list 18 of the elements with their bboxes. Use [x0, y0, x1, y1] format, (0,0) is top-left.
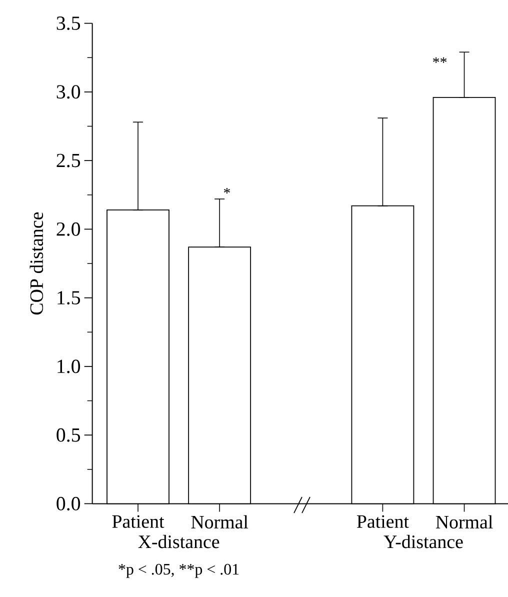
x-tick-label: Patient	[356, 515, 409, 528]
y-tick-label: 1.5	[58, 291, 80, 305]
text: X-distance	[138, 534, 220, 548]
y-tick-label: 0.5	[56, 428, 80, 442]
y-tick-label: 0.0	[56, 496, 80, 510]
y-tick-label: 2.0	[56, 222, 80, 236]
y-tick-label: 3.5	[56, 16, 80, 30]
y-axis-title: COP distance	[30, 212, 44, 314]
x-tick-label: Patient	[112, 515, 164, 528]
text: *p < .05, **p < .01	[118, 564, 239, 578]
annotation: *	[224, 188, 230, 194]
y-tick-label: 1.0	[58, 360, 80, 374]
x-tick-label: Normal	[191, 515, 248, 529]
annotation: **	[433, 57, 447, 63]
y-tick-label: 3.0	[56, 85, 80, 99]
y-tick-label: 2.5	[56, 154, 80, 168]
text: Y-distance	[384, 534, 463, 548]
x-tick-label: Normal	[436, 515, 493, 529]
